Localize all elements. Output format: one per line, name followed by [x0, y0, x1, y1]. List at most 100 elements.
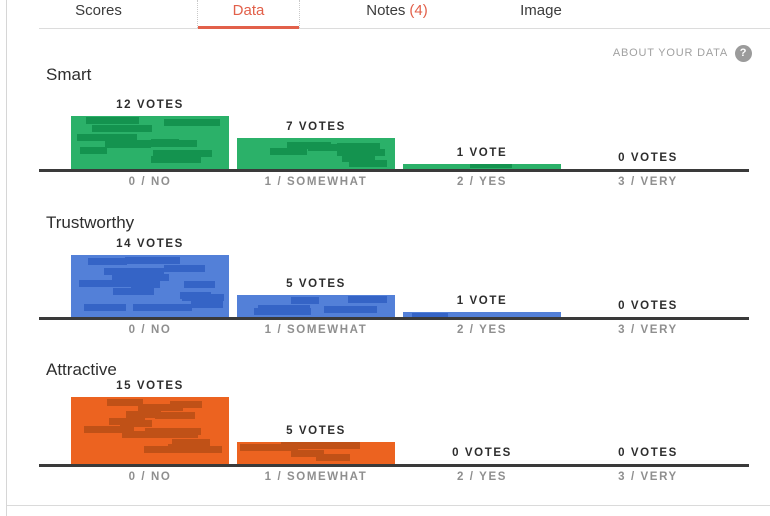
axis-category-label: 1 / SOMEWHAT — [264, 471, 368, 483]
vote-stripe — [133, 304, 192, 311]
vote-count-label: 0 VOTES — [618, 300, 678, 312]
tab-bar: Scores Data Notes (4) Image — [7, 0, 770, 29]
axis-category-label: 3 / VERY — [618, 324, 678, 336]
vote-stripe — [291, 297, 319, 304]
notes-count-badge: (4) — [409, 2, 428, 19]
vote-bar — [71, 397, 229, 464]
vote-count-label: 12 VOTES — [116, 99, 184, 111]
vote-bar — [237, 442, 395, 464]
vote-stripe — [126, 411, 161, 418]
tab-scores[interactable]: Scores — [45, 0, 152, 28]
vote-bar — [71, 116, 229, 169]
vote-stripe — [104, 268, 164, 275]
vote-stripe — [172, 439, 210, 446]
vote-bar — [71, 255, 229, 317]
vote-count-label: 1 VOTE — [456, 295, 508, 307]
vote-count-label: 0 VOTES — [618, 447, 678, 459]
axis-category-label: 1 / SOMEWHAT — [264, 176, 368, 188]
vote-stripe — [316, 454, 350, 461]
vote-count-label: 1 VOTE — [456, 147, 508, 159]
vote-stripe — [412, 313, 448, 317]
axis-category-label: 0 / NO — [128, 176, 172, 188]
vote-stripe — [167, 431, 198, 438]
vote-count-label: 0 VOTES — [618, 152, 678, 164]
vote-stripe — [182, 294, 224, 301]
vote-stripe — [109, 418, 145, 425]
vote-stripe — [151, 156, 201, 163]
vote-stripe — [164, 265, 205, 272]
vote-count-label: 0 VOTES — [452, 447, 512, 459]
tab-notes[interactable]: Notes (4) — [345, 0, 449, 28]
vote-stripe — [308, 144, 356, 151]
tab-image[interactable]: Image — [489, 0, 593, 28]
tab-label: Scores — [75, 2, 122, 19]
vote-stripe — [112, 274, 169, 281]
vote-stripe — [105, 141, 151, 148]
tab-data[interactable]: Data — [197, 0, 300, 29]
axis-category-label: 3 / VERY — [618, 176, 678, 188]
vote-count-label: 5 VOTES — [286, 278, 346, 290]
chart-title: Trustworthy — [46, 213, 135, 232]
vote-stripe — [92, 125, 152, 132]
vote-stripe — [168, 444, 202, 451]
vote-stripe — [270, 148, 307, 155]
vote-bar — [403, 312, 561, 317]
tab-label: Notes — [366, 2, 406, 19]
vote-stripe — [170, 401, 202, 408]
vote-stripe — [349, 160, 387, 167]
vote-stripe — [151, 139, 179, 146]
chart-title: Smart — [46, 65, 92, 84]
vote-stripe — [348, 296, 387, 303]
tab-label: Data — [232, 2, 265, 19]
chart-attractive: Attractive 15 VOTES 0 / NO 5 VOTES 1 / SOMEW… — [7, 355, 770, 490]
axis-category-label: 3 / VERY — [618, 471, 678, 483]
vote-stripe — [80, 147, 107, 154]
vote-stripe — [184, 281, 215, 288]
results-panel: Scores Data Notes (4) Image ABOUT YOUR DATA … — [6, 0, 770, 516]
vote-stripe — [191, 301, 223, 308]
chart-title: Attractive — [46, 360, 117, 379]
vote-stripe — [79, 280, 139, 287]
vote-stripe — [113, 288, 154, 295]
vote-stripe — [84, 426, 134, 433]
vote-count-label: 15 VOTES — [116, 380, 184, 392]
about-your-data-link[interactable]: ABOUT YOUR DATA ? — [613, 44, 752, 62]
vote-stripe — [303, 442, 360, 449]
vote-stripe — [107, 399, 143, 406]
vote-stripe — [337, 143, 380, 150]
vote-stripe — [155, 412, 195, 419]
vote-stripe — [254, 308, 311, 315]
chart-smart: Smart 12 VOTES 0 / NO 7 VOTES 1 / SOMEWHAT 1 … — [7, 60, 770, 195]
vote-bar — [237, 295, 395, 317]
vote-stripe — [324, 306, 377, 313]
vote-stripe — [240, 444, 298, 451]
vote-stripe — [86, 117, 139, 124]
vote-count-label: 7 VOTES — [286, 121, 346, 133]
help-icon[interactable]: ? — [735, 44, 752, 62]
chart-trustworthy: Trustworthy 14 VOTES 0 / NO 5 VOTES 1 / SOME… — [7, 208, 770, 343]
axis-category-label: 2 / YES — [457, 176, 507, 188]
tabbar-divider — [39, 28, 770, 29]
vote-bar — [237, 138, 395, 169]
vote-stripe — [291, 450, 324, 457]
axis-category-label: 2 / YES — [457, 324, 507, 336]
axis-category-label: 0 / NO — [128, 471, 172, 483]
vote-stripe — [88, 258, 127, 265]
active-tab-underline — [198, 26, 299, 29]
axis-category-label: 2 / YES — [457, 471, 507, 483]
vote-count-label: 14 VOTES — [116, 238, 184, 250]
vote-stripe — [125, 257, 180, 264]
vote-stripe — [138, 404, 183, 411]
axis-category-label: 1 / SOMEWHAT — [264, 324, 368, 336]
x-axis-line — [39, 169, 749, 172]
about-your-data-label: ABOUT YOUR DATA — [612, 47, 728, 59]
vote-stripe — [183, 119, 216, 126]
vote-stripe — [470, 164, 512, 168]
x-axis-line — [39, 464, 749, 467]
vote-stripe — [342, 155, 375, 162]
vote-stripe — [158, 150, 212, 157]
x-axis-line — [39, 317, 749, 320]
panel-bottom-border — [7, 505, 770, 506]
vote-stripe — [77, 134, 137, 141]
vote-stripe — [84, 304, 126, 311]
